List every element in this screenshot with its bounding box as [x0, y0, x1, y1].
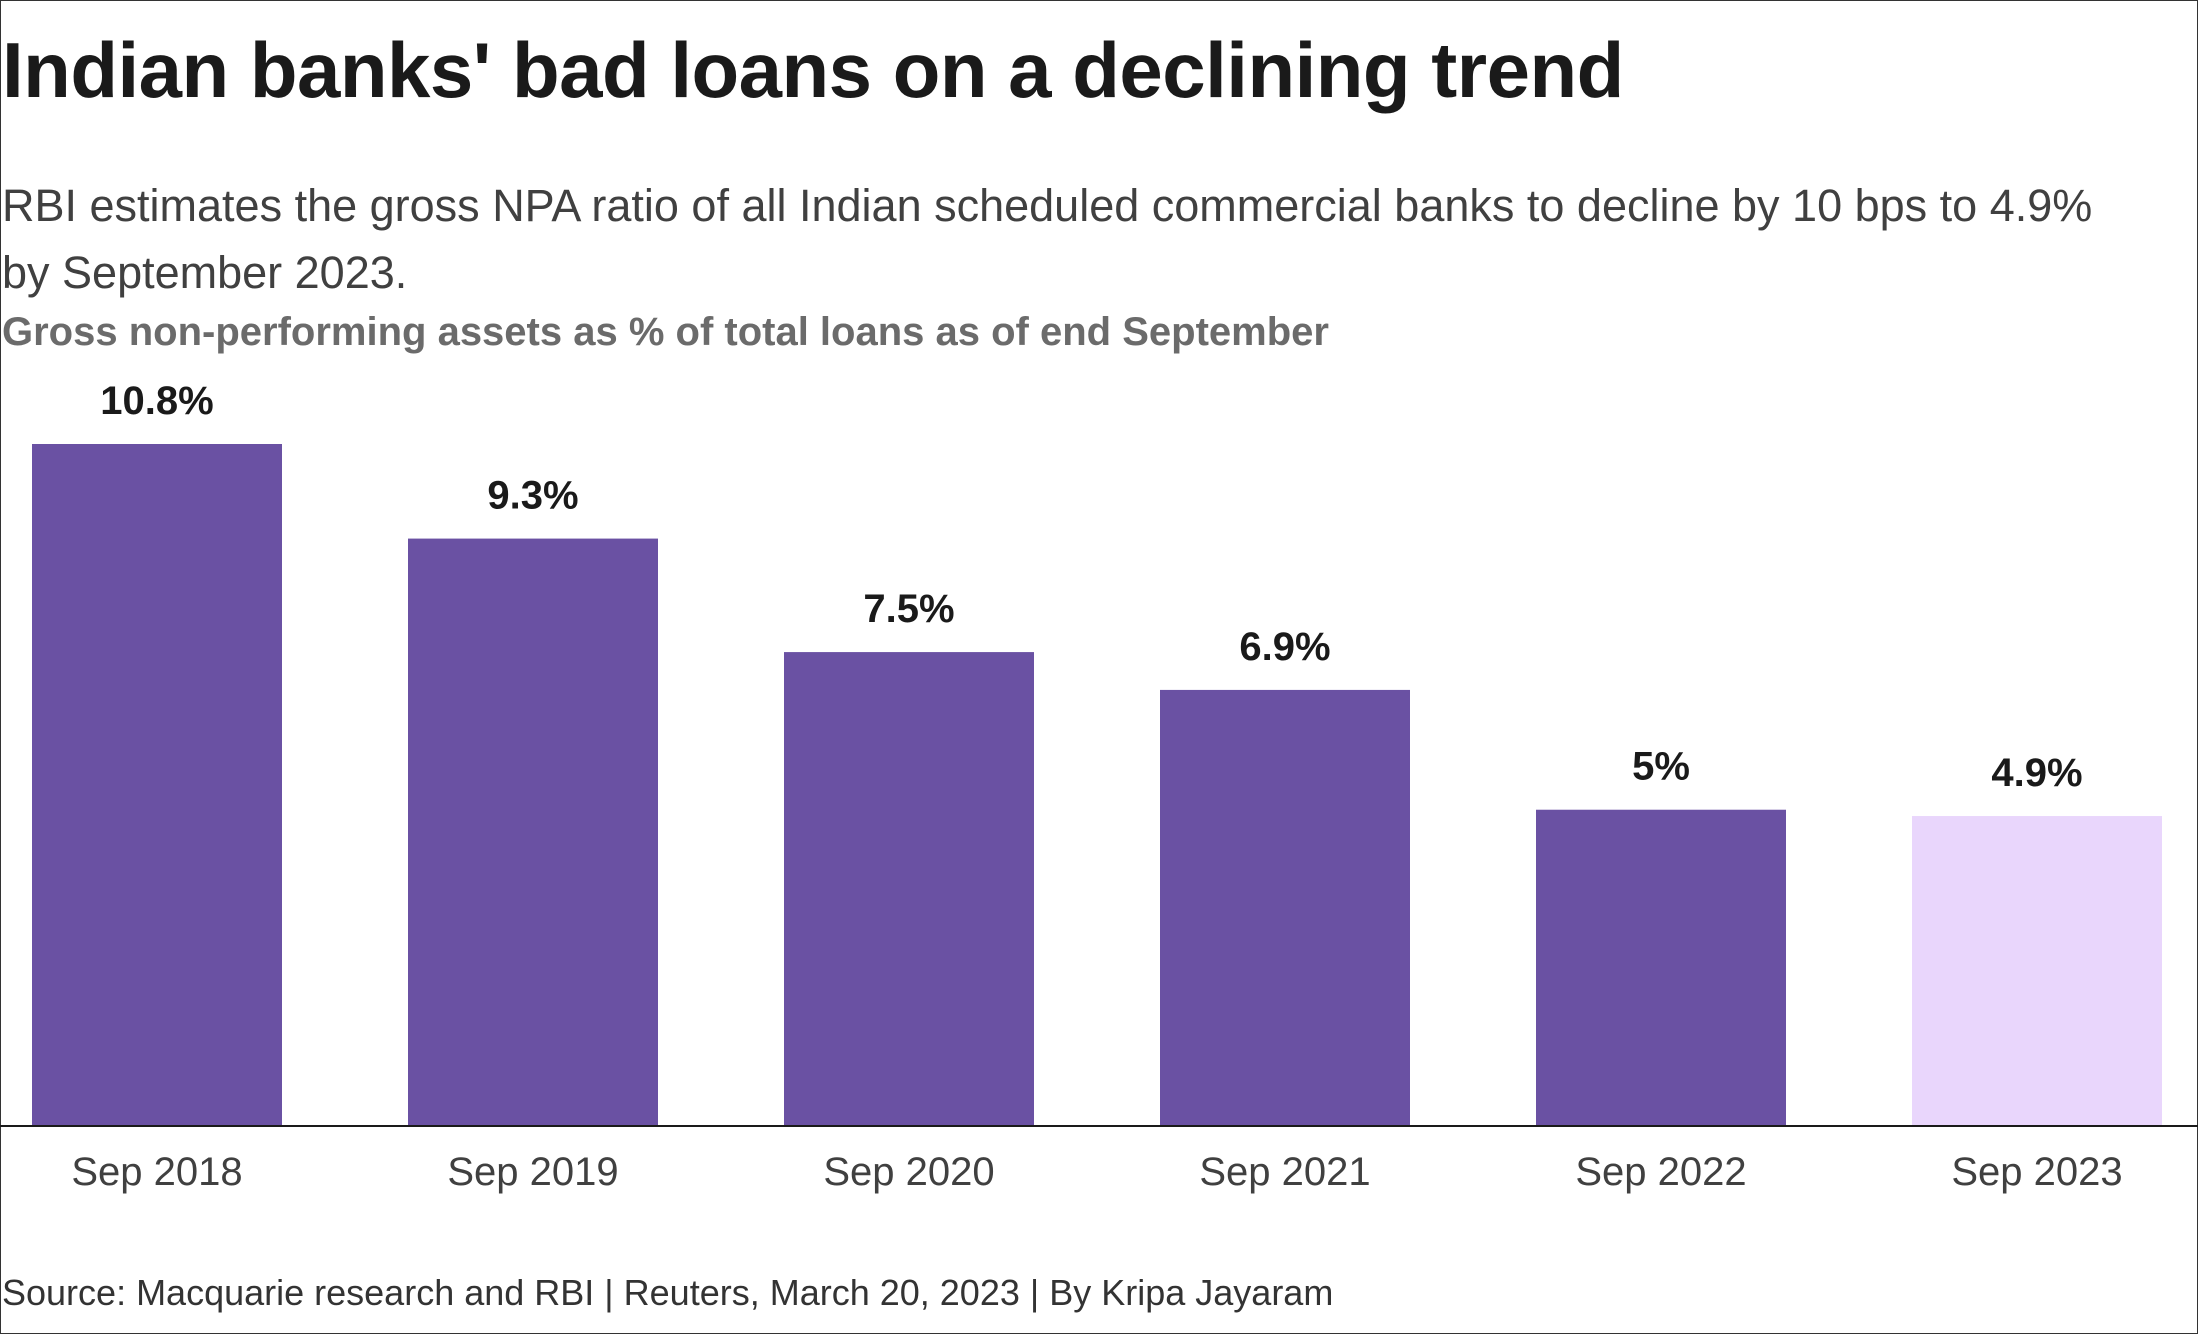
bar-sep-2023 — [1912, 816, 2162, 1125]
data-label: 7.5% — [863, 587, 954, 631]
x-tick-label: Sep 2023 — [1951, 1150, 2122, 1194]
bar-chart: 10.8% Sep 2018 9.3% Sep 2019 7.5% Sep 2020 6.9… — [0, 380, 2198, 1194]
data-label: 9.3% — [487, 474, 578, 518]
data-label: 10.8% — [100, 380, 213, 423]
bar-sep-2019 — [408, 538, 658, 1125]
x-tick-label: Sep 2018 — [71, 1150, 242, 1194]
x-tick-label: Sep 2019 — [447, 1150, 618, 1194]
data-label: 6.9% — [1239, 625, 1330, 669]
chart-subtitle: RBI estimates the gross NPA ratio of all… — [2, 180, 2093, 298]
x-tick-label: Sep 2021 — [1199, 1150, 1370, 1194]
bar-sep-2022 — [1536, 809, 1786, 1125]
data-label: 5% — [1632, 745, 1690, 789]
bar-sep-2018 — [32, 444, 282, 1125]
data-label: 4.9% — [1991, 751, 2082, 795]
x-tick-label: Sep 2022 — [1575, 1150, 1746, 1194]
x-tick-label: Sep 2020 — [823, 1150, 994, 1194]
chart-title: Indian banks' bad loans on a declining t… — [2, 26, 1624, 114]
bar-sep-2020 — [784, 652, 1034, 1125]
y-axis-label: Gross non-performing assets as % of tota… — [2, 310, 1329, 354]
source-note: Source: Macquarie research and RBI | Reu… — [2, 1272, 1334, 1313]
bar-sep-2021 — [1160, 689, 1410, 1125]
